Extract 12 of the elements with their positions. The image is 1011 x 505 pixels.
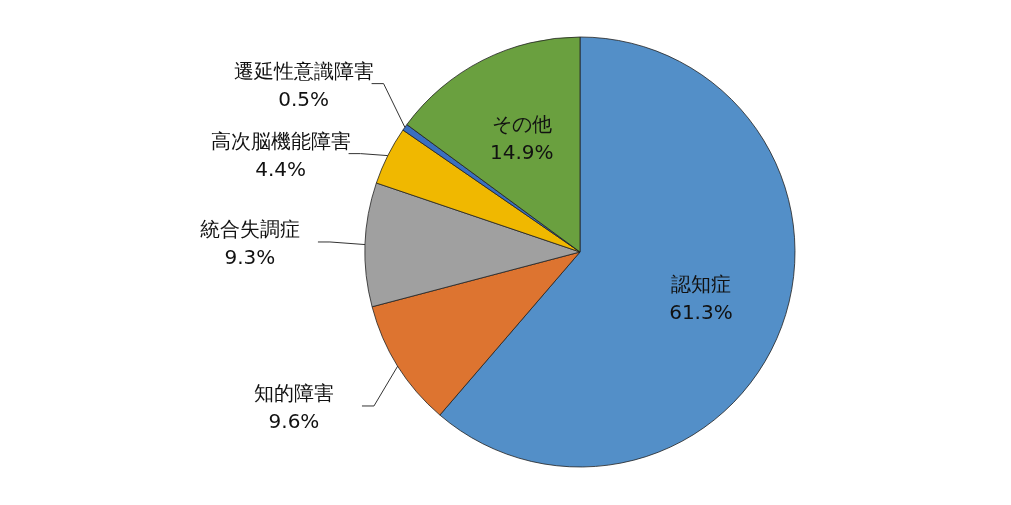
data-label: 61.3% bbox=[669, 299, 733, 324]
data-label: 0.5% bbox=[278, 86, 329, 111]
data-label: 9.3% bbox=[224, 244, 276, 269]
data-label: 14.9% bbox=[490, 139, 554, 164]
slice-label: その他 bbox=[491, 111, 552, 136]
slice-label: 認知症 bbox=[670, 271, 731, 296]
data-label: 9.6% bbox=[268, 408, 320, 433]
slice-label: 高次脳機能障害 bbox=[210, 128, 351, 153]
slice-label: 知的障害 bbox=[253, 380, 334, 405]
slice-label: 統合失調症 bbox=[199, 216, 300, 241]
data-label: 4.4% bbox=[255, 156, 306, 181]
slice-label: 遷延性意識障害 bbox=[233, 58, 374, 83]
